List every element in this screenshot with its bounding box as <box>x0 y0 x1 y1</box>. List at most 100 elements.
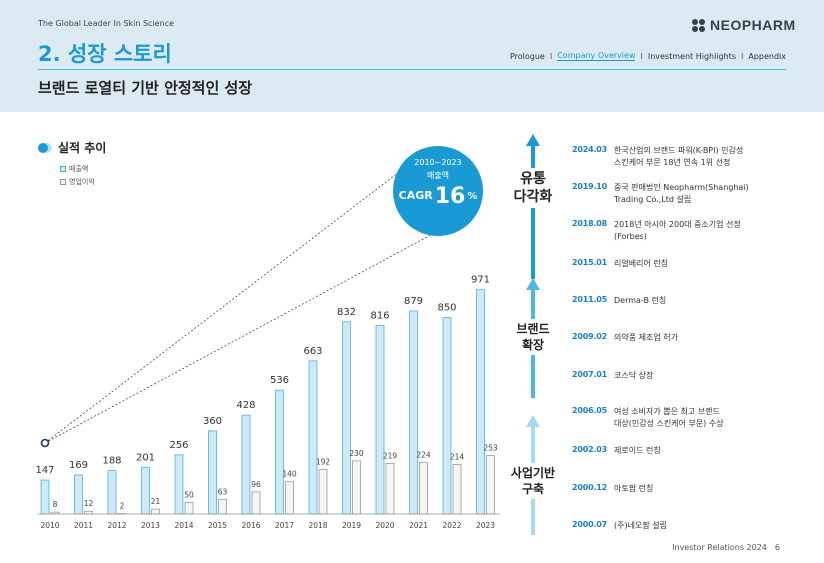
nav-separator: I <box>640 51 643 61</box>
event-date: 2000.12 <box>572 483 608 492</box>
x-tick-label: 2021 <box>409 521 428 530</box>
revenue-label: 188 <box>102 456 121 467</box>
timeline-event: 2019.10 중국 판매법인 Neopharm(Shanghai) Tradin… <box>572 182 749 206</box>
nav-separator: I <box>740 51 744 61</box>
profit-label: 224 <box>416 450 431 459</box>
x-tick-label: 2011 <box>74 521 93 530</box>
profit-label: 12 <box>84 499 94 508</box>
brand-logo: NEOPHARM <box>692 17 796 33</box>
nav-item-company-overview[interactable]: Company Overview <box>557 51 636 61</box>
x-tick-label: 2013 <box>141 521 160 530</box>
profit-label: 253 <box>483 444 498 453</box>
x-tick-label: 2019 <box>342 521 361 530</box>
profit-bar <box>251 491 261 515</box>
legend-item-profit: 영업이익 <box>60 176 95 189</box>
timeline-event: 2002.03 제로이드 런칭 <box>572 445 661 457</box>
revenue-label: 201 <box>136 453 155 464</box>
history-timeline: 유통 다각화 브랜드 확장 사업기반 구축 2024.03 한국산업의 브랜드 파… <box>500 112 824 542</box>
brand-name: NEOPHARM <box>710 17 796 33</box>
revenue-label: 850 <box>437 303 456 314</box>
chart-title-text: 실적 추이 <box>58 141 107 155</box>
revenue-bar <box>308 360 318 515</box>
timeline-event: 2000.07 (주)네오팜 설립 <box>572 520 667 532</box>
profit-label: 8 <box>53 500 58 509</box>
event-text: Derma-B 런칭 <box>614 296 667 305</box>
top-nav: Prologue I Company Overview I Investment… <box>510 51 786 61</box>
event-text: 한국산업의 브랜드 파워(K-BPI) 민감성 스킨케어 부문 18년 연속 1… <box>614 146 744 167</box>
revenue-bar <box>409 310 418 515</box>
revenue-label: 816 <box>370 311 389 322</box>
revenue-label: 971 <box>471 275 490 286</box>
phase-distribution: 유통 다각화 <box>500 168 566 208</box>
phase-foundation: 사업기반 구축 <box>500 463 566 499</box>
revenue-label: 169 <box>69 460 88 471</box>
profit-bar <box>151 508 160 515</box>
profit-label: 96 <box>251 480 261 489</box>
x-tick-label: 2010 <box>40 521 59 530</box>
cagr-rate: CAGR16% <box>393 184 483 209</box>
event-text: 의약품 제조업 허가 <box>614 333 678 342</box>
revenue-bar <box>174 454 184 515</box>
revenue-bar <box>241 414 251 515</box>
footer-label: Investor Relations 2024 <box>672 543 767 552</box>
event-text: 리얼베리어 런칭 <box>614 259 669 268</box>
nav-item-appendix[interactable]: Appendix <box>748 51 786 61</box>
event-date: 2019.10 <box>572 182 608 191</box>
event-text: 2018년 아시아 200대 중소기업 선정 (Forbes) <box>614 220 741 241</box>
revenue-label: 536 <box>270 375 289 386</box>
event-text: 아토팜 런칭 <box>614 484 654 493</box>
profit-bar <box>452 464 462 515</box>
revenue-bar <box>107 470 117 515</box>
profit-label: 192 <box>316 458 331 467</box>
revenue-bar <box>141 467 150 515</box>
timeline-event: 2000.12 아토팜 런칭 <box>572 483 653 495</box>
event-date: 2007.01 <box>572 370 608 379</box>
section-title: 2. 성장 스토리 <box>38 42 172 66</box>
x-tick-label: 2020 <box>375 521 394 530</box>
x-tick-label: 2012 <box>107 521 126 530</box>
cagr-callout-line <box>44 229 441 444</box>
cagr-period: 2010~2023 <box>414 158 462 167</box>
nav-item-prologue[interactable]: Prologue <box>509 51 545 61</box>
event-date: 2018.08 <box>572 219 608 228</box>
event-date: 2000.07 <box>572 520 608 529</box>
event-date: 2011.05 <box>572 295 608 304</box>
event-text: 여성 소비자가 뽑은 최고 브랜드 대상(민감성 스킨케어 부문) 수상 <box>614 407 724 428</box>
x-tick-label: 2022 <box>442 521 461 530</box>
profit-label: 214 <box>450 453 465 462</box>
profit-bar <box>285 481 294 515</box>
revenue-bar <box>342 321 351 515</box>
event-text: 중국 판매법인 Neopharm(Shanghai) Trading Co.,L… <box>614 183 749 204</box>
profit-bar <box>352 460 361 515</box>
page-number: 6 <box>774 543 780 552</box>
nav-item-investment-highlights[interactable]: Investment Highlights <box>647 51 736 61</box>
event-date: 2015.01 <box>572 258 608 267</box>
legend-label-revenue: 매출액 <box>69 165 89 173</box>
profit-bar <box>385 463 395 515</box>
timeline-event: 2007.01 코스닥 상장 <box>572 370 653 382</box>
tagline: The Global Leader In Skin Science <box>38 19 174 28</box>
cagr-unit: % <box>467 191 478 202</box>
legend-swatch-profit <box>60 178 66 185</box>
phase-label: 사업기반 구축 <box>510 466 556 496</box>
cagr-metric: 매출액 <box>426 171 450 180</box>
cagr-badge: 2010~2023 매출액 CAGR16% <box>393 146 483 236</box>
x-tick-label: 2018 <box>308 521 327 530</box>
x-tick-label: 2017 <box>275 521 294 530</box>
cagr-value: 16 <box>434 184 466 209</box>
timeline-event: 2006.05 여성 소비자가 뽑은 최고 브랜드 대상(민감성 스킨케어 부문)… <box>572 406 724 430</box>
revenue-bar <box>375 325 385 515</box>
revenue-bar <box>442 317 452 515</box>
profit-label: 230 <box>349 449 364 458</box>
profit-bar <box>84 510 93 515</box>
phase-brand-expansion: 브랜드 확장 <box>500 319 566 355</box>
phase-label: 유통 다각화 <box>513 171 553 205</box>
profit-label: 219 <box>383 451 398 460</box>
cagr-callout-line <box>44 155 421 444</box>
revenue-label: 663 <box>303 346 322 357</box>
timeline-event: 2015.01 리얼베리어 런칭 <box>572 258 668 270</box>
chart-legend: 매출액 영업이익 <box>60 163 95 189</box>
timeline-event: 2011.05 Derma-B 런칭 <box>572 295 666 307</box>
revenue-label: 147 <box>35 465 54 476</box>
revenue-bar <box>74 474 83 515</box>
